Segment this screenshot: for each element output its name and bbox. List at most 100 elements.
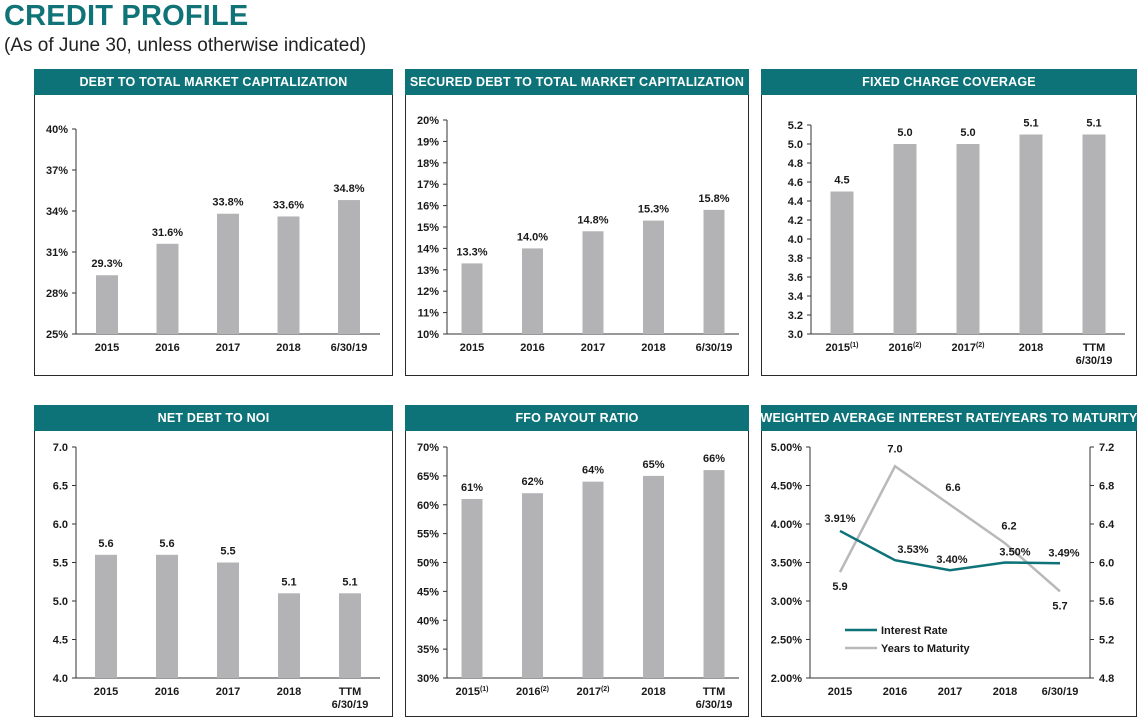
data-label: 5.5 xyxy=(220,546,235,558)
data-label: 65% xyxy=(642,459,664,471)
x-tick-label: 2016(2) xyxy=(516,686,549,698)
y-tick-label: 60% xyxy=(417,500,439,512)
y-tick-label-left: 3.50% xyxy=(771,558,802,570)
data-label: 14.8% xyxy=(577,214,608,226)
data-label: 15.8% xyxy=(698,193,729,205)
bar xyxy=(703,470,725,678)
bar xyxy=(582,481,604,678)
x-tick-label: 2018 xyxy=(993,686,1017,698)
y-tick-label: 4.2 xyxy=(788,215,803,227)
data-label-interest-rate: 3.40% xyxy=(936,554,967,566)
y-tick-label: 14% xyxy=(417,243,439,255)
bar xyxy=(339,593,361,678)
y-tick-label-right: 6.0 xyxy=(1099,558,1114,570)
x-tick-label: 2018 xyxy=(641,342,665,354)
bar xyxy=(217,562,239,678)
data-label: 31.6% xyxy=(152,227,183,239)
secured-debt-chart: 10% 11% 12% 13% 14% 15% 16% 17% 18% 19% 20% 13.3% 20… xyxy=(417,115,739,354)
y-tick-label: 3.2 xyxy=(788,310,803,322)
y-tick-label: 40% xyxy=(417,615,439,627)
x-tick-label: 2015(1) xyxy=(825,342,858,354)
x-tick-label: TTM xyxy=(339,686,362,698)
x-tick-label: 2015 xyxy=(94,686,118,698)
x-tick-label: 2018 xyxy=(641,686,665,698)
bar xyxy=(703,209,725,334)
data-label: 5.0 xyxy=(960,127,975,139)
bar xyxy=(893,144,917,334)
page-title: CREDIT PROFILE xyxy=(4,0,249,32)
x-tick-label: TTM xyxy=(1083,342,1106,354)
x-tick-label: 2015 xyxy=(460,342,484,354)
y-tick-label: 3.4 xyxy=(788,291,804,303)
x-tick-label: 2016(2) xyxy=(888,342,921,354)
chart-panel-fixed-charge-coverage: FIXED CHARGE COVERAGE 3.0 3.2 3.4 3.6 3.8 4.0… xyxy=(761,69,1137,376)
x-tick-label: 2017 xyxy=(216,342,240,354)
ffo-payout-ratio-chart: 30% 35% 40% 45% 50% 55% 60% 65% 70% 61% 2015(1) 62%… xyxy=(417,442,739,711)
data-label: 5.1 xyxy=(342,576,357,588)
y-tick-label-right: 7.2 xyxy=(1099,442,1114,454)
y-tick-label: 70% xyxy=(417,442,439,454)
data-label-years-to-maturity: 6.6 xyxy=(945,482,960,494)
bar xyxy=(95,554,117,678)
y-tick-label: 30% xyxy=(417,673,439,685)
y-tick-label: 3.6 xyxy=(788,272,803,284)
y-tick-label: 6.0 xyxy=(53,519,68,531)
bar xyxy=(643,220,664,334)
data-label-years-to-maturity: 7.0 xyxy=(887,443,902,455)
x-tick-label: 2015 xyxy=(95,342,119,354)
chart-title: FIXED CHARGE COVERAGE xyxy=(761,69,1137,95)
fixed-charge-coverage-chart: 3.0 3.2 3.4 3.6 3.8 4.0 4.2 4.4 4.6 4.8 5.0 5.2 4.5 2… xyxy=(788,118,1125,367)
y-tick-label: 11% xyxy=(418,308,440,320)
data-label: 29.3% xyxy=(91,258,122,270)
data-label: 5.1 xyxy=(1023,118,1038,130)
x-tick-label: 6/30/19 xyxy=(696,699,733,711)
weighted-average-interest-rate-chart: 2.00% 2.50% 3.00% 3.50% 4.00% 4.50% 5.00% 4.8 5.… xyxy=(771,442,1115,698)
data-label: 13.3% xyxy=(456,246,487,258)
x-tick-label: 2017 xyxy=(581,342,605,354)
data-label-years-to-maturity: 5.9 xyxy=(832,581,847,593)
y-tick-label: 45% xyxy=(417,586,439,598)
data-label: 33.6% xyxy=(273,199,304,211)
data-label: 5.6 xyxy=(159,538,174,550)
y-tick-label: 25% xyxy=(46,329,68,341)
x-tick-label: 2018 xyxy=(276,342,300,354)
y-tick-label: 4.8 xyxy=(788,158,803,170)
bar xyxy=(1019,134,1043,334)
y-tick-label: 31% xyxy=(46,247,68,259)
x-tick-label: 2016 xyxy=(883,686,907,698)
x-tick-label: 2017 xyxy=(216,686,240,698)
x-tick-label: 2018 xyxy=(1019,342,1043,354)
data-label: 5.0 xyxy=(897,127,912,139)
y-tick-label: 37% xyxy=(46,165,68,177)
chart-panel-weighted-average-interest-rate: WEIGHTED AVERAGE INTEREST RATE/YEARS TO … xyxy=(761,405,1137,717)
y-tick-label: 35% xyxy=(417,644,439,656)
x-tick-label: 6/30/19 xyxy=(332,699,369,711)
x-tick-label: 2015 xyxy=(828,686,852,698)
y-tick-label: 65% xyxy=(417,471,439,483)
y-tick-label: 7.0 xyxy=(53,442,68,454)
y-tick-label-right: 5.6 xyxy=(1099,596,1114,608)
bar xyxy=(96,275,118,334)
y-tick-label: 15% xyxy=(417,222,439,234)
data-label-interest-rate: 3.53% xyxy=(897,544,928,556)
y-tick-label: 20% xyxy=(417,115,439,127)
bar xyxy=(643,475,664,678)
x-tick-label: TTM xyxy=(703,686,726,698)
bar xyxy=(582,231,604,334)
bar xyxy=(156,554,178,678)
y-tick-label-left: 2.00% xyxy=(771,673,802,685)
series-line-years-to-maturity xyxy=(838,464,1061,593)
chart-title: SECURED DEBT TO TOTAL MARKET CAPITALIZAT… xyxy=(405,69,749,95)
bar xyxy=(1082,134,1106,334)
data-label: 34.8% xyxy=(333,183,364,195)
y-tick-label-left: 2.50% xyxy=(771,635,802,647)
x-tick-label: 2017 xyxy=(938,686,962,698)
y-tick-label: 17% xyxy=(417,179,439,191)
data-label-interest-rate: 3.49% xyxy=(1048,547,1079,559)
x-tick-label: 6/30/19 xyxy=(331,342,368,354)
x-tick-label: 2018 xyxy=(277,686,301,698)
y-tick-label: 6.5 xyxy=(53,481,68,493)
y-tick-label: 16% xyxy=(417,201,439,213)
net-debt-to-noi-chart: 4.0 4.5 5.0 5.5 6.0 6.5 7.0 5.6 2015 5.6 2016 5.5 20… xyxy=(53,442,380,711)
y-tick-label: 5.0 xyxy=(788,139,803,151)
